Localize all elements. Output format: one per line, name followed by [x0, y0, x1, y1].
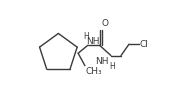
Text: NH: NH	[95, 57, 109, 66]
Text: O: O	[102, 18, 109, 27]
Text: CH₃: CH₃	[85, 67, 102, 76]
Text: H: H	[83, 31, 89, 40]
Text: NH: NH	[86, 36, 100, 45]
Text: Cl: Cl	[140, 40, 149, 49]
Text: H: H	[109, 61, 115, 70]
